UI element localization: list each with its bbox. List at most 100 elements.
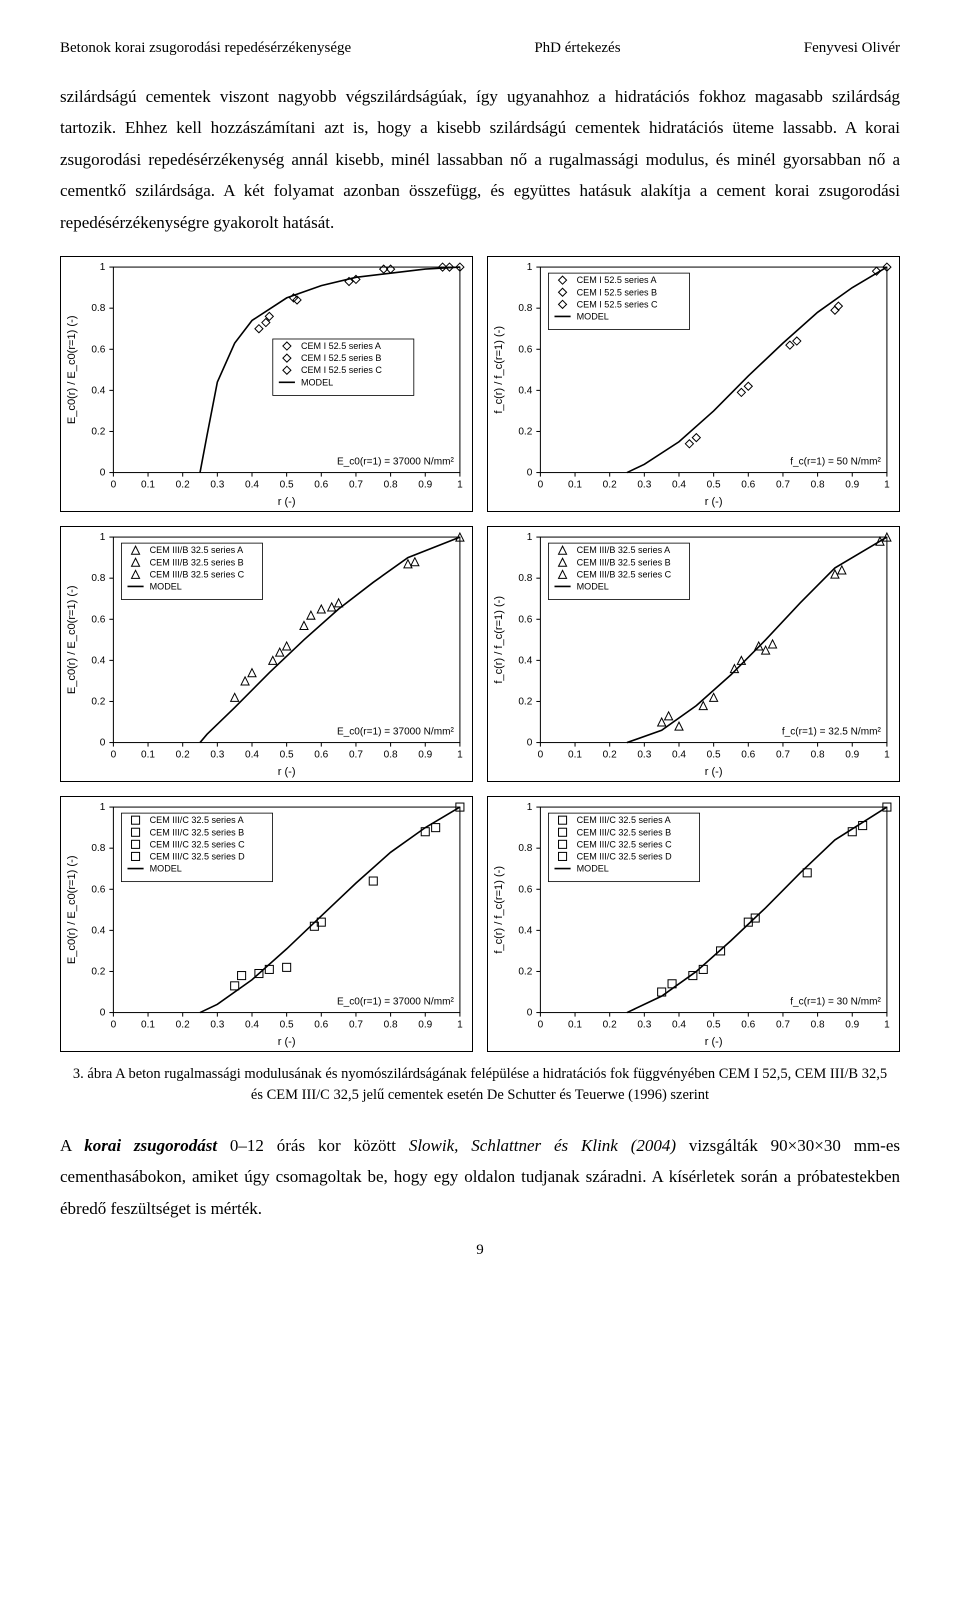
chart-c1: 00.10.20.30.40.50.60.70.80.9100.20.40.60… xyxy=(61,257,472,511)
svg-text:0.6: 0.6 xyxy=(741,750,755,761)
svg-text:f_c(r=1) = 32.5 N/mm²: f_c(r=1) = 32.5 N/mm² xyxy=(782,727,882,738)
paragraph-1: szilárdságú cementek viszont nagyobb vég… xyxy=(60,81,900,238)
svg-text:1: 1 xyxy=(457,1020,463,1031)
svg-text:0.5: 0.5 xyxy=(280,480,294,491)
svg-text:CEM III/C 32.5 series D: CEM III/C 32.5 series D xyxy=(150,851,245,861)
svg-text:CEM III/B 32.5 series B: CEM III/B 32.5 series B xyxy=(577,557,671,567)
svg-text:0.1: 0.1 xyxy=(141,1020,155,1031)
svg-text:0.4: 0.4 xyxy=(518,925,532,936)
svg-text:1: 1 xyxy=(457,750,463,761)
svg-text:0.5: 0.5 xyxy=(707,1020,721,1031)
svg-text:CEM III/C 32.5 series B: CEM III/C 32.5 series B xyxy=(577,827,672,837)
svg-text:0: 0 xyxy=(527,1007,533,1018)
chart-c3: 00.10.20.30.40.50.60.70.80.9100.20.40.60… xyxy=(61,527,472,781)
svg-text:0.3: 0.3 xyxy=(637,1020,651,1031)
chart-box: 00.10.20.30.40.50.60.70.80.9100.20.40.60… xyxy=(60,796,473,1052)
svg-text:0.7: 0.7 xyxy=(349,1020,363,1031)
svg-text:0: 0 xyxy=(111,1020,117,1031)
svg-text:r (-): r (-) xyxy=(278,766,296,778)
svg-text:1: 1 xyxy=(527,262,533,273)
svg-text:0.4: 0.4 xyxy=(91,386,105,397)
svg-text:CEM III/B 32.5 series C: CEM III/B 32.5 series C xyxy=(150,569,245,579)
svg-text:f_c(r) / f_c(r=1) (-): f_c(r) / f_c(r=1) (-) xyxy=(493,326,505,414)
svg-text:0: 0 xyxy=(100,1007,106,1018)
chart-box: 00.10.20.30.40.50.60.70.80.9100.20.40.60… xyxy=(487,526,900,782)
p2-italic: Slowik, Schlattner és Klink (2004) xyxy=(409,1136,676,1155)
svg-text:0.8: 0.8 xyxy=(91,303,105,314)
svg-text:CEM I 52.5 series A: CEM I 52.5 series A xyxy=(301,341,382,351)
svg-text:0.4: 0.4 xyxy=(672,750,686,761)
charts-grid: 0 0.1 0.2 0.3 0.4 0.5 0.6 0.7 0.8 0.9 1 0 0.2 0.4 0.6 0… xyxy=(60,256,900,1052)
svg-text:1: 1 xyxy=(100,802,106,813)
chart-box: 00.10.20.30.40.50.60.70.80.9100.20.40.60… xyxy=(487,256,900,512)
svg-text:0.6: 0.6 xyxy=(741,1020,755,1031)
svg-text:0.4: 0.4 xyxy=(518,655,532,666)
svg-text:0: 0 xyxy=(527,468,533,479)
svg-text:0.4: 0.4 xyxy=(91,655,105,666)
svg-text:0.3: 0.3 xyxy=(210,1020,224,1031)
svg-text:E_c0(r=1) = 37000 N/mm²: E_c0(r=1) = 37000 N/mm² xyxy=(337,996,455,1007)
svg-text:0.5: 0.5 xyxy=(280,1020,294,1031)
svg-text:0.8: 0.8 xyxy=(384,480,398,491)
svg-text:0.4: 0.4 xyxy=(518,386,532,397)
svg-text:CEM III/C 32.5 series B: CEM III/C 32.5 series B xyxy=(150,827,245,837)
svg-text:0.9: 0.9 xyxy=(418,1020,432,1031)
chart-box: 00.10.20.30.40.50.60.70.80.9100.20.40.60… xyxy=(487,796,900,1052)
svg-text:0.2: 0.2 xyxy=(176,750,190,761)
svg-text:0.8: 0.8 xyxy=(811,1020,825,1031)
chart-box: 00.10.20.30.40.50.60.70.80.9100.20.40.60… xyxy=(60,256,473,512)
svg-text:0.9: 0.9 xyxy=(845,1020,859,1031)
svg-text:0.4: 0.4 xyxy=(245,750,259,761)
svg-text:MODEL: MODEL xyxy=(577,312,609,322)
header-left: Betonok korai zsugorodási repedésérzéken… xyxy=(60,40,351,57)
svg-text:0.8: 0.8 xyxy=(91,843,105,854)
svg-text:r (-): r (-) xyxy=(705,496,723,508)
svg-text:1: 1 xyxy=(884,750,890,761)
svg-text:0.6: 0.6 xyxy=(91,344,105,355)
svg-text:MODEL: MODEL xyxy=(150,581,182,591)
svg-text:f_c(r) / f_c(r=1) (-): f_c(r) / f_c(r=1) (-) xyxy=(493,866,505,954)
svg-text:CEM I 52.5 series A: CEM I 52.5 series A xyxy=(577,275,658,285)
svg-text:0.5: 0.5 xyxy=(280,750,294,761)
svg-text:0.1: 0.1 xyxy=(568,480,582,491)
svg-text:0.2: 0.2 xyxy=(91,697,105,708)
svg-text:0: 0 xyxy=(100,738,106,749)
svg-text:1: 1 xyxy=(527,532,533,543)
svg-text:0.2: 0.2 xyxy=(518,427,532,438)
svg-text:1: 1 xyxy=(884,480,890,491)
paragraph-2: A korai zsugorodást 0–12 órás kor között… xyxy=(60,1130,900,1224)
svg-text:0.2: 0.2 xyxy=(603,750,617,761)
svg-text:1: 1 xyxy=(100,532,106,543)
svg-text:CEM III/C 32.5 series D: CEM III/C 32.5 series D xyxy=(577,851,672,861)
svg-text:0.5: 0.5 xyxy=(707,750,721,761)
chart-c2: 00.10.20.30.40.50.60.70.80.9100.20.40.60… xyxy=(488,257,899,511)
svg-text:0.8: 0.8 xyxy=(518,843,532,854)
svg-text:0: 0 xyxy=(538,480,544,491)
svg-text:0.4: 0.4 xyxy=(672,1020,686,1031)
svg-text:0.8: 0.8 xyxy=(384,1020,398,1031)
svg-text:0.3: 0.3 xyxy=(210,480,224,491)
svg-text:0.3: 0.3 xyxy=(637,750,651,761)
svg-text:1: 1 xyxy=(527,802,533,813)
page-header: Betonok korai zsugorodási repedésérzéken… xyxy=(60,40,900,57)
header-center: PhD értekezés xyxy=(534,40,620,57)
svg-text:0.2: 0.2 xyxy=(176,480,190,491)
svg-text:f_c(r=1) = 50 N/mm²: f_c(r=1) = 50 N/mm² xyxy=(790,457,881,468)
svg-text:r (-): r (-) xyxy=(705,766,723,778)
svg-text:0.6: 0.6 xyxy=(314,480,328,491)
svg-text:0.3: 0.3 xyxy=(210,750,224,761)
svg-text:1: 1 xyxy=(100,262,106,273)
svg-text:0.6: 0.6 xyxy=(741,480,755,491)
page-number: 9 xyxy=(60,1242,900,1259)
svg-text:E_c0(r) / E_c0(r=1) (-): E_c0(r) / E_c0(r=1) (-) xyxy=(66,855,78,964)
svg-text:r (-): r (-) xyxy=(705,1036,723,1048)
svg-text:0.9: 0.9 xyxy=(418,750,432,761)
svg-text:CEM III/C 32.5 series A: CEM III/C 32.5 series A xyxy=(150,815,245,825)
svg-text:CEM III/B 32.5 series B: CEM III/B 32.5 series B xyxy=(150,557,244,567)
svg-text:0.6: 0.6 xyxy=(91,884,105,895)
svg-text:0.5: 0.5 xyxy=(707,480,721,491)
svg-text:0: 0 xyxy=(527,738,533,749)
p2-mid: 0–12 órás kor között xyxy=(217,1136,409,1155)
chart-box: 00.10.20.30.40.50.60.70.80.9100.20.40.60… xyxy=(60,526,473,782)
svg-text:0: 0 xyxy=(111,480,117,491)
